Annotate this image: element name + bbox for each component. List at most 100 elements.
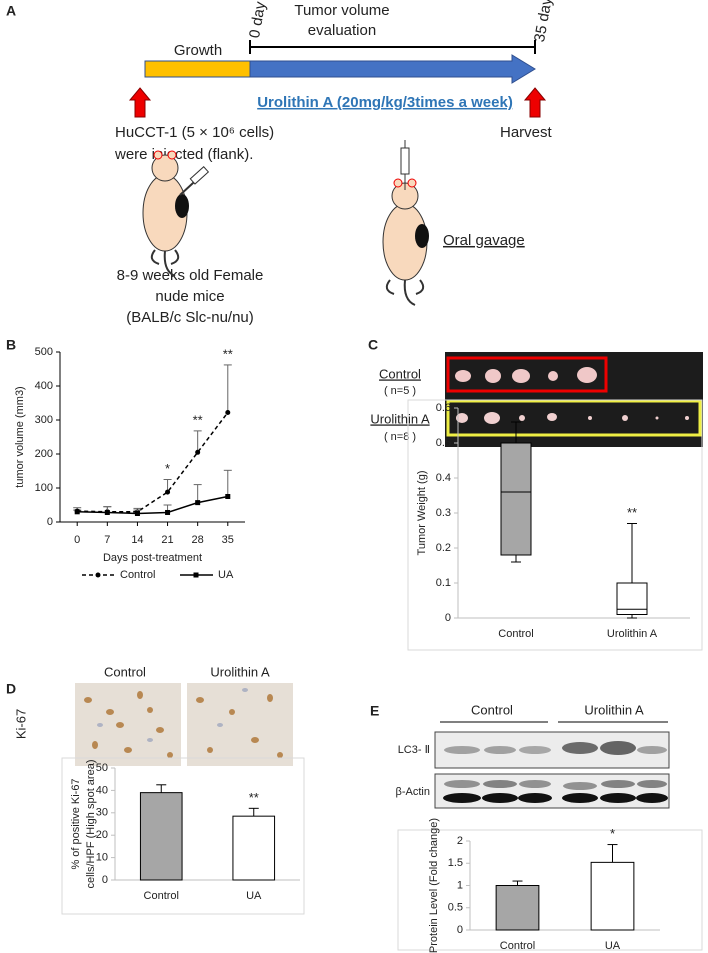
marker bbox=[165, 489, 171, 495]
y-axis-label: Protein Level (Fold change) bbox=[428, 818, 440, 953]
panel-label: D bbox=[6, 681, 16, 697]
significance: ** bbox=[193, 412, 203, 427]
y-axis-label: cells/HPF (High spot area) bbox=[85, 760, 97, 889]
chart-frame bbox=[397, 829, 703, 951]
timeline-label: Oral gavage bbox=[443, 232, 525, 249]
blot-label: β-Actin bbox=[396, 786, 430, 798]
panel-label: E bbox=[370, 703, 379, 719]
photo-label: Urolithin A bbox=[370, 411, 430, 426]
treatment-label: Urolithin A (20mg/kg/3times a week) bbox=[257, 94, 513, 111]
timeline-label: were injected (flank). bbox=[114, 146, 253, 163]
series-line bbox=[77, 412, 229, 513]
timeline-label: nude mice bbox=[155, 288, 224, 305]
y-tick-label: 20 bbox=[96, 829, 108, 841]
significance: ** bbox=[249, 790, 259, 805]
y-tick-label: 0.6 bbox=[436, 402, 451, 414]
x-tick-label: 0 bbox=[74, 534, 80, 546]
legend-label: UA bbox=[218, 569, 234, 581]
marker bbox=[165, 509, 171, 515]
significance: ** bbox=[627, 505, 637, 520]
series-line bbox=[77, 495, 228, 515]
y-tick-label: 0.1 bbox=[436, 577, 451, 589]
chart-frame bbox=[407, 399, 703, 651]
box bbox=[500, 442, 532, 556]
ihc-label: Control bbox=[104, 664, 146, 679]
y-tick-label: 0 bbox=[102, 874, 108, 886]
y-tick-label: 500 bbox=[35, 346, 53, 358]
y-axis-label: % of positive Ki-67 bbox=[70, 778, 82, 869]
bar bbox=[495, 885, 540, 931]
panel-label: C bbox=[368, 337, 378, 353]
x-axis-label: Days post-treatment bbox=[103, 552, 202, 564]
bar bbox=[232, 815, 276, 881]
y-tick-label: 1.5 bbox=[448, 857, 463, 869]
marker bbox=[104, 509, 110, 515]
timeline-label: 0 day bbox=[246, 0, 269, 39]
y-tick-label: 10 bbox=[96, 852, 108, 864]
western-blot: Control Urolithin A LC3- Ⅱ β-Actin bbox=[396, 702, 670, 809]
photo-label: ( n=5 ) bbox=[384, 385, 416, 397]
red-arrow bbox=[128, 87, 152, 118]
bar bbox=[590, 861, 635, 931]
legend-marker bbox=[95, 572, 101, 578]
marker bbox=[195, 500, 201, 506]
y-tick-label: 0.3 bbox=[436, 507, 451, 519]
x-tick-label: UA bbox=[605, 940, 621, 952]
significance: * bbox=[610, 826, 615, 841]
red-arrow bbox=[523, 87, 547, 118]
marker bbox=[74, 509, 80, 515]
y-tick-label: 0 bbox=[457, 924, 463, 936]
photo-label: ( n=8 ) bbox=[384, 431, 416, 443]
y-tick-label: 40 bbox=[96, 784, 108, 796]
x-tick-label: Urolithin A bbox=[607, 628, 658, 640]
y-tick-label: 0 bbox=[445, 612, 451, 624]
marker bbox=[225, 494, 231, 499]
x-tick-label: 14 bbox=[131, 534, 143, 546]
x-tick-label: 7 bbox=[104, 534, 110, 546]
box bbox=[616, 582, 648, 615]
x-tick-label: 35 bbox=[222, 534, 234, 546]
blot-label: Control bbox=[471, 702, 513, 717]
legend-label: Control bbox=[120, 569, 155, 581]
marker bbox=[195, 449, 201, 455]
y-tick-label: 30 bbox=[96, 807, 108, 819]
timeline-label: Harvest bbox=[500, 124, 553, 141]
y-tick-label: 200 bbox=[35, 448, 53, 460]
timeline-label: 35 day bbox=[531, 0, 556, 43]
y-tick-label: 0 bbox=[47, 516, 53, 528]
y-tick-label: 0.5 bbox=[436, 437, 451, 449]
y-tick-label: 0.5 bbox=[448, 902, 463, 914]
photo-label: Control bbox=[379, 366, 421, 381]
ihc-label: Ki-67 bbox=[13, 709, 28, 739]
significance: * bbox=[165, 461, 170, 476]
x-tick-label: 28 bbox=[192, 534, 204, 546]
significance: ** bbox=[223, 346, 233, 361]
y-tick-label: 300 bbox=[35, 414, 53, 426]
y-axis-label: Tumor Weight (g) bbox=[416, 471, 428, 556]
y-tick-label: 0.2 bbox=[436, 542, 451, 554]
bar bbox=[139, 792, 183, 881]
timeline-label: HuCCT-1 (5 × 10⁶ cells) bbox=[115, 124, 274, 141]
x-tick-label: 21 bbox=[161, 534, 173, 546]
ihc-label: Urolithin A bbox=[210, 664, 270, 679]
timeline-label: Tumor volume bbox=[294, 2, 389, 19]
y-tick-label: 1 bbox=[457, 879, 463, 891]
timeline-label: Growth bbox=[174, 42, 222, 59]
x-tick-label: Control bbox=[144, 890, 179, 902]
mouse-illustration bbox=[382, 140, 429, 306]
mouse-illustration bbox=[142, 150, 210, 277]
y-tick-label: 100 bbox=[35, 482, 53, 494]
y-tick-label: 2 bbox=[457, 835, 463, 847]
panel-label: A bbox=[6, 3, 16, 19]
timeline-label: (BALB/c Slc-nu/nu) bbox=[126, 309, 254, 326]
chart-frame bbox=[61, 757, 305, 915]
timeline-label: evaluation bbox=[308, 22, 376, 39]
y-tick-label: 0.4 bbox=[436, 472, 451, 484]
timeline: Tumor volume evaluation 0 day 35 day Gro… bbox=[114, 0, 556, 326]
treatment-arrow bbox=[249, 54, 536, 84]
y-tick-label: 50 bbox=[96, 762, 108, 774]
marker bbox=[225, 410, 231, 416]
ihc-images: Control Urolithin A Ki-67 bbox=[13, 664, 293, 766]
x-tick-label: Control bbox=[500, 940, 535, 952]
